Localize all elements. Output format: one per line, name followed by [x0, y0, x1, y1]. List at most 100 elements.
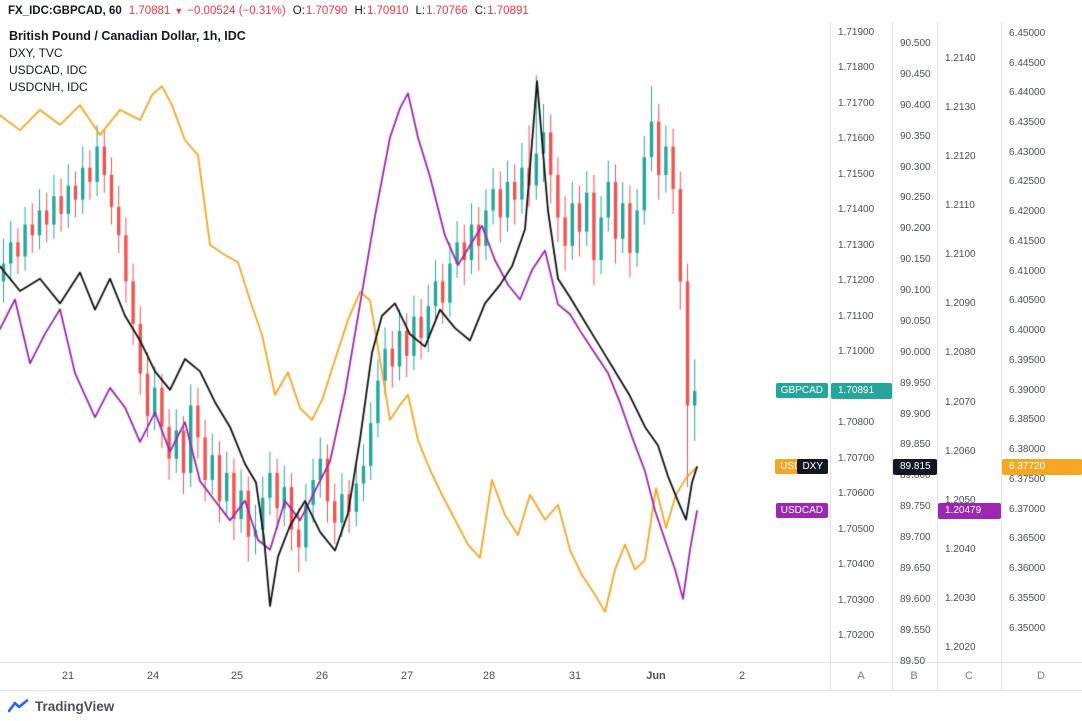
price-tick-label: 6.35500: [1009, 592, 1046, 604]
series-tag-dxy: DXY: [797, 459, 828, 475]
price-change: −0.00524 (−0.31%): [187, 5, 286, 17]
symbol-info-bar: FX_IDC:GBPCAD, 60 1.70881 ▼ −0.00524 (−0…: [0, 0, 1082, 22]
price-tick-label: 1.71300: [838, 239, 875, 251]
price-tick-label: 6.37500: [1009, 473, 1046, 485]
scale-letter-b[interactable]: B: [910, 670, 918, 682]
price-badge-usdcnh: 6.37720: [1002, 458, 1082, 475]
price-badge-dxy: 89.815: [893, 459, 937, 476]
price-tick-label: 89.950: [900, 377, 931, 389]
price-tick-label: 1.71000: [838, 346, 875, 358]
price-tick-label: 1.70400: [838, 559, 875, 571]
price-tick-label: 1.71600: [838, 133, 875, 145]
price-tick-label: 6.39500: [1009, 354, 1046, 366]
price-tick-label: 1.2040: [945, 543, 976, 555]
time-axis-label: Jun: [646, 670, 666, 682]
symbol-name[interactable]: FX_IDC:GBPCAD, 60: [8, 5, 122, 17]
price-tick-label: 6.37000: [1009, 503, 1046, 515]
chart-legend: British Pound / Canadian Dollar, 1h, IDC…: [9, 28, 246, 96]
price-tick-label: 6.41000: [1009, 265, 1046, 277]
price-tick-label: 90.300: [900, 161, 931, 173]
price-tick-label: 6.38500: [1009, 414, 1046, 426]
price-tick-label: 6.44500: [1009, 57, 1046, 69]
time-axis-label: 26: [315, 670, 329, 682]
footer-bar: TradingView: [0, 690, 1082, 721]
time-axis-label: 25: [230, 670, 244, 682]
price-tick-label: 1.2090: [945, 298, 976, 310]
price-tick-label: 6.43500: [1009, 116, 1046, 128]
price-scale-b[interactable]: 90.500 90.450 90.400 90.350 90.300 90.250 90.2…: [892, 22, 938, 690]
price-tick-label: 6.39000: [1009, 384, 1046, 396]
price-tick-label: 6.45000: [1009, 27, 1046, 39]
price-tick-label: 1.2030: [945, 592, 976, 604]
open-value: 1.70790: [305, 5, 348, 17]
time-axis[interactable]: 21 24 25 26 27 28 31 Jun 2 A B C D: [0, 662, 1082, 691]
price-tick-label: 1.71500: [838, 168, 875, 180]
scale-letter-a[interactable]: A: [857, 670, 865, 682]
price-scale-c[interactable]: 1.2140 1.2130 1.2120 1.2110 1.2100 1.2090 1.20…: [937, 22, 1002, 690]
price-tick-label: 1.70600: [838, 488, 875, 500]
price-tick-label: 6.43000: [1009, 146, 1046, 158]
price-tick-label: 1.71700: [838, 97, 875, 109]
price-scale-d[interactable]: 6.45000 6.44500 6.44000 6.43500 6.43000 6.425…: [1001, 22, 1082, 690]
price-tick-label: 6.41500: [1009, 235, 1046, 247]
price-tick-label: 90.350: [900, 130, 931, 142]
price-tick-label: 89.850: [900, 439, 931, 451]
legend-item-gbpcad[interactable]: British Pound / Canadian Dollar, 1h, IDC: [9, 29, 246, 43]
price-tick-label: 6.42500: [1009, 176, 1046, 188]
price-tick-label: 1.71900: [838, 26, 875, 38]
tradingview-logo[interactable]: TradingView: [0, 699, 114, 714]
price-tick-label: 1.71400: [838, 204, 875, 216]
high-label: H:: [354, 5, 366, 17]
price-tick-label: 89.700: [900, 532, 931, 544]
legend-item-usdcnh[interactable]: USDCNH, IDC: [9, 80, 88, 94]
price-tick-label: 90.100: [900, 285, 931, 297]
price-tick-label: 1.70700: [838, 452, 875, 464]
price-tick-label: 1.70200: [838, 630, 875, 642]
ohlc-open: O: 1.70790: [293, 5, 348, 17]
price-tick-label: 1.2110: [945, 200, 975, 212]
price-tick-label: 90.500: [900, 37, 931, 49]
price-tick-label: 6.40500: [1009, 295, 1046, 307]
legend-item-dxy[interactable]: DXY, TVC: [9, 46, 63, 60]
price-tick-label: 1.70300: [838, 594, 875, 606]
price-down-arrow-icon: ▼: [174, 6, 184, 16]
time-axis-label: 21: [61, 670, 75, 682]
price-badge-usdcad: 1.20479: [938, 503, 1001, 520]
price-tick-label: 1.2050: [945, 494, 976, 506]
scale-letter-c[interactable]: C: [965, 670, 973, 682]
chart-canvas[interactable]: [0, 22, 830, 662]
price-tick-label: 89.750: [900, 501, 931, 513]
price-tick-label: 90.000: [900, 346, 931, 358]
price-tick-label: 6.35000: [1009, 622, 1046, 634]
tradingview-logo-text: TradingView: [35, 699, 115, 714]
ohlc-close: C: 1.70891: [475, 5, 529, 17]
price-tick-label: 89.900: [900, 408, 931, 420]
price-tick-label: 1.71800: [838, 62, 875, 74]
price-tick-label: 90.200: [900, 223, 931, 235]
price-scale-a[interactable]: 1.71900 1.71800 1.71700 1.71600 1.71500 1.714…: [830, 22, 893, 690]
close-value: 1.70891: [487, 5, 529, 17]
price-tick-label: 6.36000: [1009, 563, 1046, 575]
legend-item-usdcad[interactable]: USDCAD, IDC: [9, 63, 88, 77]
time-axis-label: 27: [400, 670, 414, 682]
price-tick-label: 89.550: [900, 624, 931, 636]
scale-letter-d[interactable]: D: [1037, 670, 1045, 682]
price-tick-label: 1.71100: [838, 310, 874, 322]
price-tick-label: 89.650: [900, 562, 931, 574]
price-tick-label: 90.250: [900, 192, 931, 204]
price-tick-label: 90.450: [900, 68, 931, 80]
price-tick-label: 90.050: [900, 315, 931, 327]
price-tick-label: 90.150: [900, 254, 931, 266]
price-tick-label: 1.2130: [945, 102, 976, 114]
price-tick-label: 1.2120: [945, 151, 976, 163]
price-tick-label: 6.44000: [1009, 87, 1046, 99]
price-tick-label: 90.400: [900, 99, 931, 111]
price-tick-label: 1.2070: [945, 396, 976, 408]
price-tick-label: 1.70500: [838, 523, 875, 535]
time-axis-label: 24: [146, 670, 160, 682]
price-tick-label: 6.42000: [1009, 206, 1046, 218]
price-tick-label: 1.2060: [945, 445, 976, 457]
price-tick-label: 1.2020: [945, 641, 976, 653]
series-tag-gbpcad: GBPCAD: [775, 382, 828, 398]
price-tick-label: 1.70800: [838, 417, 875, 429]
